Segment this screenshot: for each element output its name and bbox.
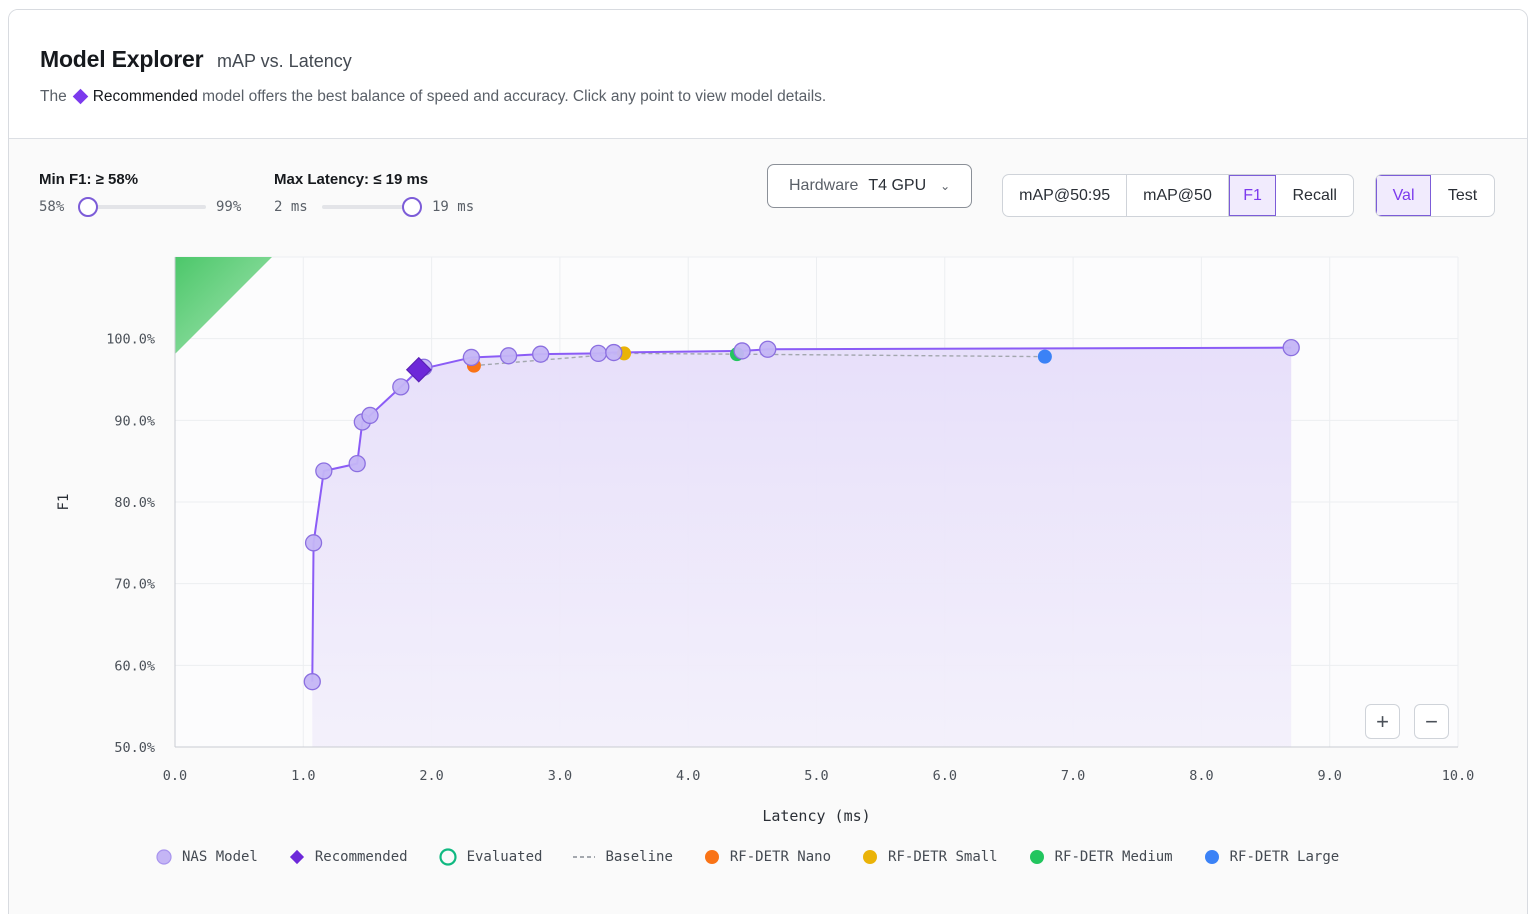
desc-suffix: model offers the best balance of speed a…: [202, 88, 827, 105]
x-tick-label: 5.0: [804, 768, 828, 784]
legend-rf-detr-large[interactable]: RF-DETR Large: [1203, 848, 1340, 866]
legend-label: Recommended: [314, 849, 408, 865]
legend-label: RF-DETR Small: [888, 849, 998, 865]
point-nas-model[interactable]: [303, 673, 321, 691]
chevron-down-icon: ⌄: [940, 179, 951, 193]
y-tick-label: 50.0%: [114, 740, 155, 756]
baseline-swatch-icon: [573, 856, 596, 858]
desc-strong: Recommended: [92, 88, 198, 105]
point-nas-model[interactable]: [605, 343, 623, 362]
legend-rf-detr-nano[interactable]: RF-DETR Nano: [703, 848, 831, 866]
legend-label: Baseline: [605, 849, 673, 865]
point-nas-model[interactable]: [532, 345, 550, 363]
y-axis-label: F1: [56, 494, 72, 511]
point-nas-model[interactable]: [361, 406, 379, 425]
min-f1-high-label: 99%: [216, 199, 242, 215]
best-region-corner: [175, 257, 272, 354]
x-tick-label: 9.0: [1318, 768, 1342, 784]
pareto-frontier-line: [311, 346, 1292, 682]
point-nas-model[interactable]: [392, 378, 410, 396]
legend-label: RF-DETR Medium: [1054, 849, 1173, 865]
point-nas-model[interactable]: [315, 462, 333, 480]
point-nas-model[interactable]: [462, 348, 481, 367]
y-tick-label: 80.0%: [114, 495, 155, 511]
x-axis-label: Latency (ms): [762, 807, 870, 825]
point-rf-detr-large[interactable]: [1037, 349, 1052, 364]
point-nas-model[interactable]: [348, 454, 366, 473]
rf-detr-large-swatch-icon: [1204, 850, 1219, 864]
description: The Recommended model offers the best bal…: [40, 88, 826, 106]
legend-label: RF-DETR Large: [1229, 849, 1340, 865]
legend-label: RF-DETR Nano: [729, 849, 832, 865]
x-tick-label: 4.0: [676, 768, 700, 784]
hardware-value: T4 GPU: [868, 177, 927, 194]
nas-model-swatch-icon: [156, 849, 172, 865]
legend-rf-detr-medium[interactable]: RF-DETR Medium: [1028, 848, 1173, 866]
max-latency-label: Max Latency: ≤ 19 ms: [274, 171, 429, 188]
hardware-select[interactable]: Hardware T4 GPU ⌄: [767, 164, 972, 208]
y-tick-label: 60.0%: [114, 658, 155, 674]
desc-prefix: The: [40, 88, 67, 105]
legend-evaluated[interactable]: Evaluated: [438, 847, 543, 867]
x-tick-label: 6.0: [933, 768, 957, 784]
x-tick-label: 8.0: [1189, 768, 1213, 784]
frontier-area: [312, 347, 1292, 747]
metric-tabs: mAP@50:95 mAP@50 F1 Recall: [1002, 174, 1354, 217]
max-latency-slider-thumb[interactable]: [402, 197, 422, 217]
point-nas-model[interactable]: [304, 534, 323, 552]
min-f1-slider-track[interactable]: [80, 205, 206, 209]
max-latency-slider-track[interactable]: [322, 205, 422, 209]
legend-recommended[interactable]: Recommended: [288, 848, 408, 866]
legend-label: Evaluated: [466, 849, 543, 865]
zoom-out-button[interactable]: −: [1414, 704, 1449, 739]
recommended-swatch-icon: [289, 849, 304, 865]
x-tick-label: 7.0: [1061, 768, 1085, 784]
rf-detr-small-swatch-icon: [863, 850, 878, 864]
legend-baseline[interactable]: Baseline: [572, 848, 673, 866]
tab-f1[interactable]: F1: [1228, 175, 1277, 216]
point-nas-model[interactable]: [589, 344, 608, 363]
zoom-in-button[interactable]: +: [1365, 704, 1400, 739]
min-f1-low-label: 58%: [39, 199, 65, 215]
rf-detr-nano-swatch-icon: [704, 850, 719, 864]
min-f1-label: Min F1: ≥ 58%: [39, 171, 139, 188]
legend-rf-detr-small[interactable]: RF-DETR Small: [861, 848, 998, 866]
x-tick-label: 0.0: [163, 768, 187, 784]
page-subtitle: mAP vs. Latency: [217, 51, 352, 71]
max-latency-high-label: 19 ms: [432, 199, 475, 215]
point-nas-model[interactable]: [759, 340, 777, 358]
max-latency-low-label: 2 ms: [274, 199, 308, 215]
rf-detr-medium-swatch-icon: [1029, 850, 1044, 864]
y-tick-label: 70.0%: [114, 577, 155, 593]
x-tick-label: 1.0: [291, 768, 315, 784]
min-f1-slider-thumb[interactable]: [78, 197, 98, 217]
x-tick-label: 10.0: [1442, 768, 1475, 784]
page-title: Model Explorer: [40, 46, 204, 72]
legend-label: NAS Model: [182, 849, 258, 865]
point-nas-model[interactable]: [499, 347, 518, 365]
evaluated-swatch-icon: [438, 848, 457, 866]
chart-legend: NAS Model Recommended Evaluated Baseline…: [155, 847, 1369, 867]
hardware-label: Hardware: [789, 177, 859, 194]
point-nas-model[interactable]: [733, 342, 751, 360]
x-tick-label: 2.0: [419, 768, 443, 784]
y-tick-label: 100.0%: [106, 332, 155, 348]
point-recommended[interactable]: [405, 356, 432, 383]
x-tick-label: 3.0: [548, 768, 572, 784]
y-tick-label: 90.0%: [114, 413, 155, 429]
tab-map-50-95[interactable]: mAP@50:95: [1003, 175, 1128, 216]
point-nas-model[interactable]: [1282, 338, 1300, 357]
tab-val[interactable]: Val: [1376, 175, 1432, 216]
header: Model Explorer mAP vs. Latency The Recomm…: [9, 10, 1527, 139]
tab-map-50[interactable]: mAP@50: [1127, 175, 1229, 216]
tab-recall[interactable]: Recall: [1292, 186, 1337, 204]
tab-test[interactable]: Test: [1447, 186, 1478, 204]
split-tabs: Val Test: [1375, 174, 1495, 217]
legend-nas-model[interactable]: NAS Model: [155, 848, 258, 866]
